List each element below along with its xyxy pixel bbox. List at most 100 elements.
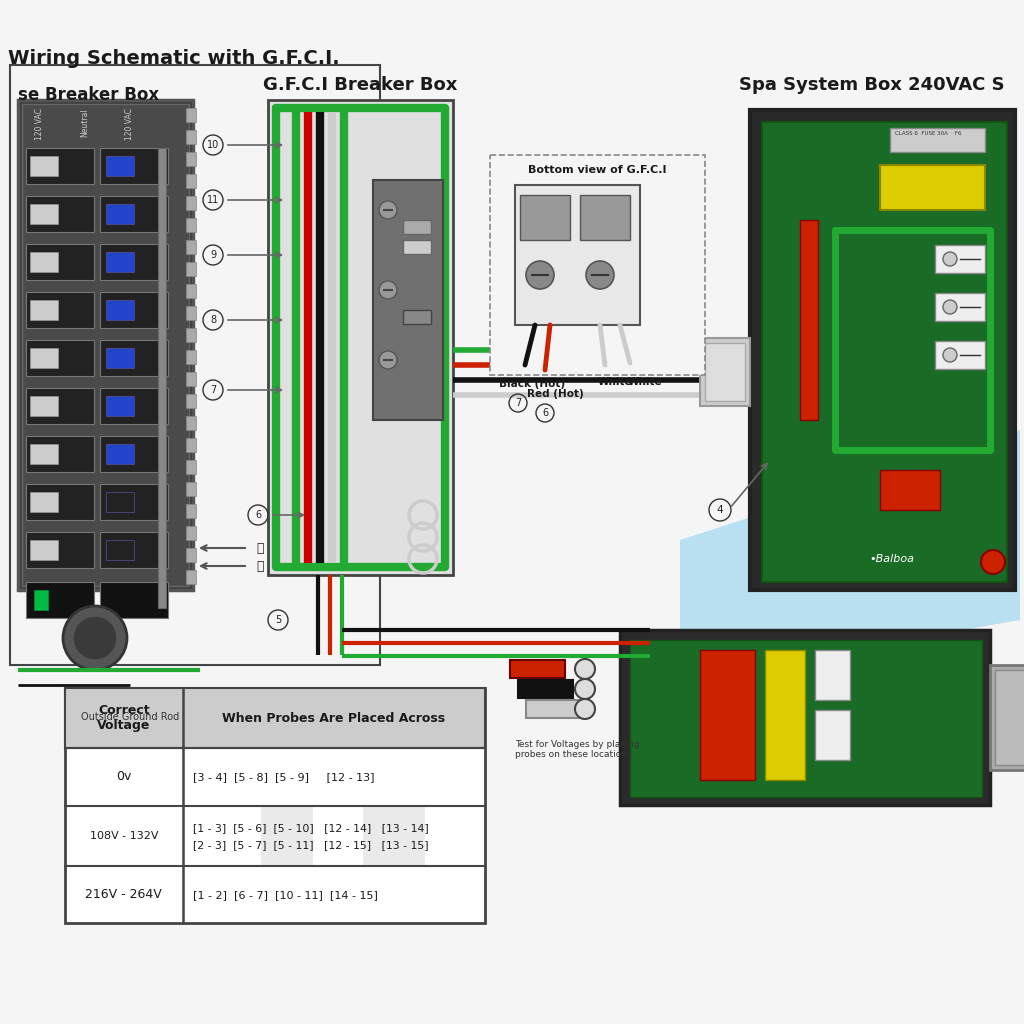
- Text: 120 VAC: 120 VAC: [126, 108, 134, 140]
- Bar: [403, 240, 431, 254]
- Bar: [100, 532, 168, 568]
- Text: CLASS 6  FUSE 30A    F6: CLASS 6 FUSE 30A F6: [895, 131, 962, 136]
- Circle shape: [63, 606, 127, 670]
- Bar: [186, 350, 196, 364]
- Bar: [26, 484, 94, 520]
- Bar: [186, 438, 196, 452]
- Polygon shape: [680, 430, 1020, 680]
- Bar: [106, 204, 134, 224]
- Text: Wiring Schematic with G.F.C.I.: Wiring Schematic with G.F.C.I.: [8, 48, 340, 68]
- Bar: [26, 244, 94, 280]
- Text: White: White: [628, 377, 663, 387]
- Text: Outside Ground Rod: Outside Ground Rod: [81, 712, 179, 722]
- Bar: [186, 152, 196, 166]
- Bar: [526, 700, 581, 718]
- Text: White: White: [598, 377, 632, 387]
- Text: Correct
Voltage: Correct Voltage: [97, 705, 151, 732]
- Circle shape: [526, 261, 554, 289]
- Text: 216V - 264V: 216V - 264V: [85, 889, 162, 901]
- Bar: [186, 526, 196, 540]
- Bar: [765, 650, 805, 780]
- Bar: [100, 582, 168, 618]
- Text: 10: 10: [207, 140, 219, 150]
- Text: Bottom view of G.F.C.I: Bottom view of G.F.C.I: [527, 165, 667, 175]
- Text: 7: 7: [210, 385, 216, 395]
- Bar: [520, 195, 570, 240]
- Bar: [178, 712, 208, 722]
- Bar: [490, 155, 705, 375]
- Bar: [10, 65, 380, 665]
- Text: [1 - 3]  [5 - 6]  [5 - 10]   [12 - 14]   [13 - 14]: [1 - 3] [5 - 6] [5 - 10] [12 - 14] [13 -…: [193, 823, 428, 833]
- Bar: [195, 700, 207, 755]
- Bar: [30, 252, 58, 272]
- Bar: [26, 148, 94, 184]
- Text: se Breaker Box: se Breaker Box: [18, 86, 159, 104]
- Bar: [26, 436, 94, 472]
- Text: ⑫: ⑫: [256, 559, 264, 572]
- Bar: [100, 196, 168, 232]
- Bar: [186, 394, 196, 408]
- Bar: [106, 540, 134, 560]
- Text: [2 - 3]  [5 - 7]  [5 - 11]   [12 - 15]   [13 - 15]: [2 - 3] [5 - 7] [5 - 11] [12 - 15] [13 -…: [193, 840, 428, 850]
- Bar: [990, 665, 1024, 770]
- Circle shape: [586, 261, 614, 289]
- Circle shape: [943, 348, 957, 362]
- Bar: [100, 244, 168, 280]
- Text: [3 - 4]  [5 - 8]  [5 - 9]     [12 - 13]: [3 - 4] [5 - 8] [5 - 9] [12 - 13]: [193, 772, 374, 782]
- Bar: [26, 388, 94, 424]
- Bar: [800, 220, 818, 420]
- Bar: [106, 492, 134, 512]
- Text: 8: 8: [210, 315, 216, 325]
- Bar: [30, 156, 58, 176]
- Bar: [26, 292, 94, 328]
- Bar: [700, 650, 755, 780]
- Text: Neutral: Neutral: [81, 108, 89, 136]
- Circle shape: [575, 699, 595, 719]
- Text: G.F.C.I Breaker Box: G.F.C.I Breaker Box: [263, 76, 457, 94]
- Bar: [935, 245, 985, 273]
- Circle shape: [379, 201, 397, 219]
- Bar: [65, 688, 485, 923]
- Bar: [100, 292, 168, 328]
- Bar: [65, 688, 485, 748]
- Bar: [18, 100, 193, 590]
- Bar: [762, 122, 1007, 582]
- Bar: [880, 165, 985, 210]
- Bar: [403, 220, 431, 234]
- Bar: [100, 484, 168, 520]
- Bar: [186, 482, 196, 496]
- Bar: [186, 196, 196, 210]
- Bar: [630, 640, 982, 797]
- Circle shape: [379, 281, 397, 299]
- Bar: [34, 590, 48, 610]
- Bar: [700, 338, 750, 406]
- Bar: [30, 204, 58, 224]
- Text: When Probes Are Placed Across: When Probes Are Placed Across: [222, 712, 445, 725]
- Bar: [518, 680, 573, 698]
- Text: 0v: 0v: [116, 770, 131, 783]
- Bar: [106, 252, 134, 272]
- Bar: [186, 504, 196, 518]
- Bar: [186, 130, 196, 144]
- Bar: [106, 348, 134, 368]
- Bar: [26, 582, 94, 618]
- Bar: [186, 570, 196, 584]
- Bar: [880, 470, 940, 510]
- Bar: [620, 630, 990, 805]
- Text: 9: 9: [210, 250, 216, 260]
- Bar: [26, 532, 94, 568]
- Text: ⑬: ⑬: [256, 542, 264, 555]
- Bar: [362, 806, 425, 866]
- Bar: [515, 185, 640, 325]
- Circle shape: [575, 659, 595, 679]
- Text: 120 VAC: 120 VAC: [36, 108, 44, 140]
- Circle shape: [575, 679, 595, 699]
- Bar: [30, 348, 58, 368]
- Bar: [260, 806, 312, 866]
- Bar: [705, 343, 745, 401]
- Circle shape: [73, 616, 117, 660]
- Text: 4: 4: [717, 505, 723, 515]
- Bar: [30, 396, 58, 416]
- Text: 6: 6: [255, 510, 261, 520]
- Bar: [106, 444, 134, 464]
